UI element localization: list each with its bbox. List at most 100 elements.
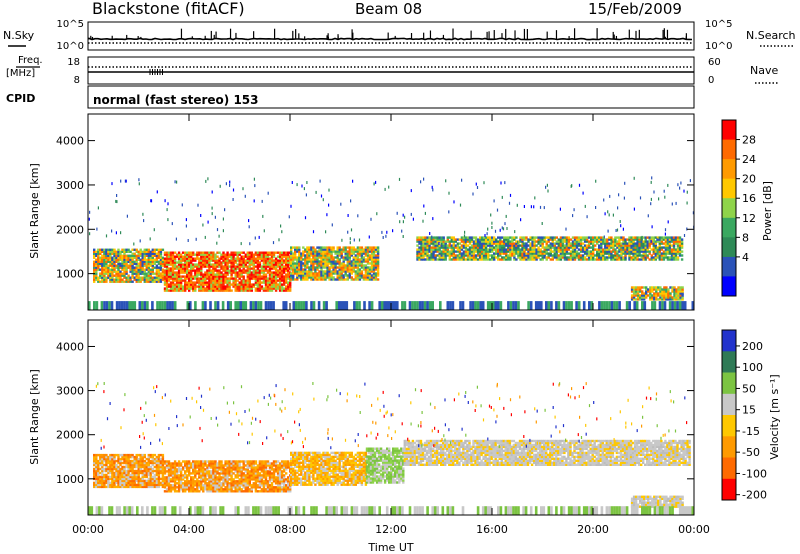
heatmap-cell: [256, 269, 260, 272]
heatmap-cell: [476, 242, 480, 245]
heatmap-cell: [332, 268, 335, 271]
heatmap-cell: [639, 296, 642, 299]
heatmap-cell: [470, 240, 474, 243]
heatmap-cell: [600, 248, 603, 251]
heatmap-cell: [551, 238, 554, 241]
heatmap-cell: [626, 242, 629, 245]
heatmap-cell: [93, 268, 96, 271]
heatmap-cell: [616, 252, 619, 255]
heatmap-cell: [109, 260, 112, 263]
heatmap-cell: [644, 244, 647, 247]
heatmap-cell: [123, 280, 126, 283]
heatmap-cell: [224, 279, 227, 282]
heatmap-cell: [571, 252, 575, 255]
heatmap-cell: [196, 269, 199, 272]
heatmap-cell: [188, 279, 191, 282]
scatter-echo: [253, 177, 255, 181]
heatmap-cell: [310, 254, 313, 257]
heatmap-cell: [430, 258, 433, 261]
heatmap-cell: [460, 246, 464, 249]
heatmap-cell: [340, 276, 343, 279]
heatmap-cell: [276, 275, 280, 278]
heatmap-cell: [645, 292, 648, 295]
heatmap-cell: [276, 285, 280, 288]
heatmap-cell: [679, 298, 682, 301]
heatmap-cell: [186, 285, 189, 288]
heatmap-cell: [519, 252, 522, 255]
heatmap-cell: [177, 263, 181, 266]
heatmap-cell: [579, 242, 583, 245]
heatmap-cell: [525, 238, 528, 241]
heatmap-cell: [527, 256, 530, 259]
heatmap-cell: [290, 248, 293, 251]
scatter-echo: [225, 182, 227, 186]
heatmap-cell: [368, 278, 372, 281]
heatmap-cell: [507, 248, 510, 251]
heatmap-cell: [680, 240, 684, 243]
near-range-echo: [641, 301, 644, 310]
scatter-echo: [484, 234, 486, 237]
heatmap-cell: [186, 255, 189, 258]
heatmap-cell: [236, 287, 239, 290]
heatmap-cell: [630, 242, 633, 245]
heatmap-cell: [509, 248, 512, 251]
heatmap-cell: [348, 274, 351, 277]
heatmap-cell: [272, 285, 276, 288]
heatmap-cell: [216, 271, 219, 274]
heatmap-cell: [332, 264, 335, 267]
heatmap-cell: [634, 250, 637, 253]
heatmap-cell: [103, 272, 106, 275]
heatmap-cell: [632, 258, 635, 261]
heatmap-cell: [456, 244, 460, 247]
heatmap-cell: [458, 250, 462, 253]
scatter-echo: [376, 212, 378, 216]
heatmap-cell: [173, 267, 177, 270]
heatmap-cell: [192, 287, 195, 290]
heatmap-cell: [101, 270, 104, 273]
heatmap-cell: [655, 290, 658, 293]
near-range-echo: [297, 301, 301, 310]
heatmap-cell: [651, 294, 654, 297]
heatmap-cell: [264, 283, 268, 286]
heatmap-cell: [99, 479, 102, 483]
near-range-echo: [158, 301, 162, 310]
heatmap-cell: [258, 281, 262, 284]
heatmap-cell: [143, 272, 146, 275]
heatmap-cell: [123, 457, 126, 461]
heatmap-cell: [420, 254, 423, 257]
heatmap-cell: [440, 254, 443, 257]
heatmap-cell: [340, 266, 343, 269]
heatmap-cell: [472, 250, 476, 253]
heatmap-cell: [673, 288, 676, 291]
heatmap-cell: [416, 240, 419, 243]
heatmap-cell: [664, 252, 668, 255]
heatmap-cell: [99, 262, 102, 265]
heatmap-cell: [330, 274, 333, 277]
heatmap-cell: [569, 254, 573, 257]
heatmap-cell: [99, 274, 102, 277]
heatmap-cell: [596, 254, 599, 257]
heatmap-cell: [563, 252, 567, 255]
heatmap-cell: [188, 265, 191, 268]
heatmap-cell: [93, 276, 96, 279]
scatter-echo: [464, 230, 466, 234]
heatmap-cell: [668, 258, 672, 261]
heatmap-cell: [175, 287, 179, 290]
heatmap-cell: [579, 254, 583, 257]
heatmap-cell: [292, 246, 295, 249]
heatmap-cell: [452, 244, 455, 247]
heatmap-cell: [340, 272, 343, 275]
heatmap-cell: [121, 266, 124, 269]
heatmap-cell: [111, 256, 114, 259]
heatmap-cell: [604, 240, 607, 243]
heatmap-cell: [547, 246, 550, 249]
heatmap-cell: [322, 274, 325, 277]
heatmap-cell: [139, 252, 142, 255]
heatmap-cell: [143, 248, 146, 251]
heatmap-cell: [101, 276, 104, 279]
heatmap-cell: [93, 260, 96, 263]
heatmap-cell: [491, 242, 494, 245]
heatmap-cell: [458, 254, 462, 257]
heatmap-cell: [171, 287, 175, 290]
heatmap-cell: [604, 246, 607, 249]
